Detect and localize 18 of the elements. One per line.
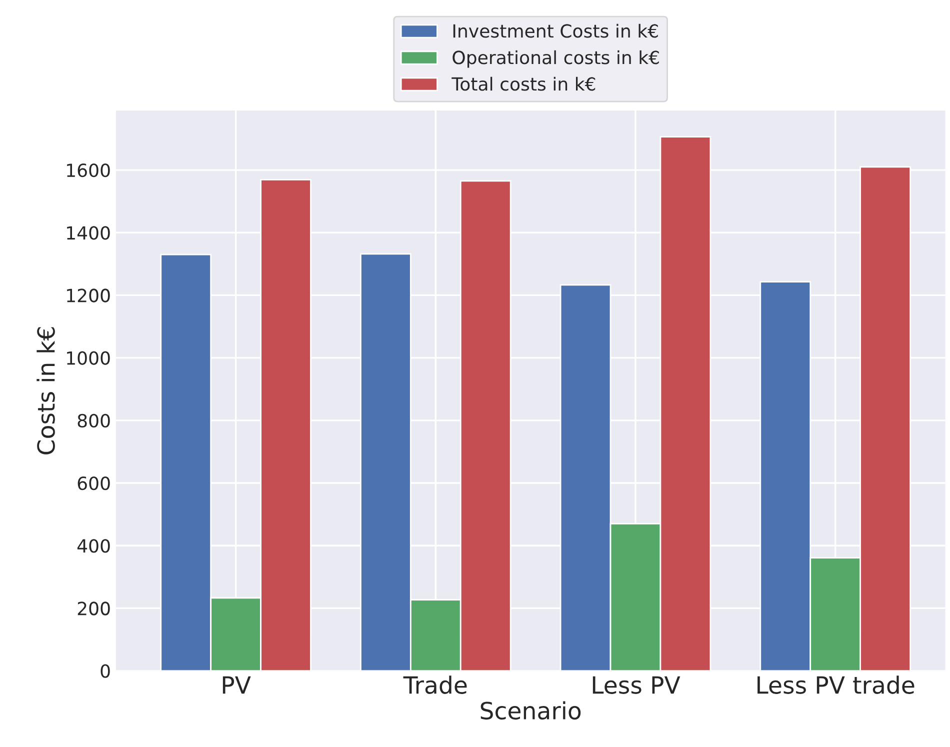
y-tick-label: 400 <box>77 539 110 553</box>
y-tick-label: 1000 <box>67 351 110 365</box>
y-tick-label: 600 <box>78 476 110 490</box>
x-tick-label: Trade <box>403 676 467 694</box>
y-tick-label: 0 <box>100 664 110 678</box>
x-tick-label: Less PV <box>592 676 680 694</box>
y-tick-label: 200 <box>78 602 110 616</box>
y-tick-label: 1400 <box>67 226 110 240</box>
y-tick-label: 1200 <box>67 288 110 302</box>
legend-label: Operational costs in k€ <box>452 50 659 68</box>
x-axis-title: Scenario <box>480 701 581 720</box>
x-tick-label: Less PV trade <box>758 676 914 694</box>
y-tick-label: 1600 <box>67 163 110 178</box>
legend-label: Investment Costs in k€ <box>453 24 658 38</box>
y-axis-title: Costs in k€ <box>36 327 55 454</box>
x-tick-label: PV <box>222 676 251 694</box>
y-tick-label: 800 <box>78 414 110 428</box>
legend-label: Total costs in k€ <box>452 76 596 91</box>
